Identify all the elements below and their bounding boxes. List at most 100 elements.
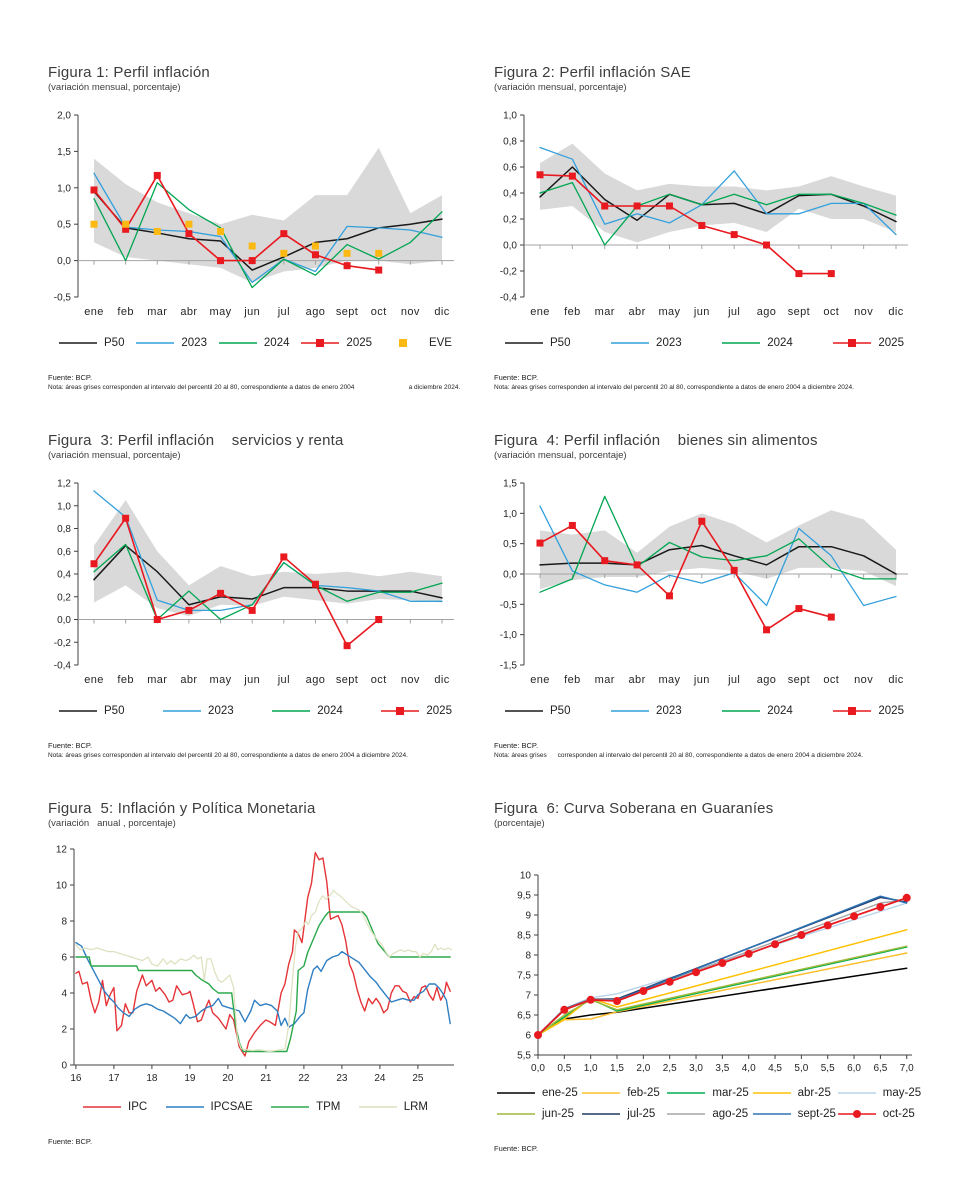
legend-swatch-IPCSAE [165,1106,204,1108]
figure-5-legend: IPC IPCSAE TPM LRM [48,1101,462,1113]
marker-oct-25 [613,997,622,1005]
marker-EVE [280,249,288,257]
legend-item-LRM: LRM [358,1101,428,1113]
marker-2025 [827,270,835,278]
legend-item-P50: P50 [504,337,570,349]
marker-oct-25 [586,995,595,1004]
y-tick-label: 1,5 [503,479,517,490]
marker-oct-25 [665,977,674,986]
legend-item-jul-25: jul-25 [581,1108,655,1120]
legend-label: 2025 [346,337,373,349]
x-tick-label: dic [434,674,449,686]
legend-item-P50: P50 [58,337,124,349]
marker-2025 [536,171,544,179]
x-tick-label: jul [727,306,740,318]
series-P50 [93,544,443,606]
x-tick-label: ago [306,306,326,318]
x-tick-label: abr [629,306,646,318]
x-tick-label: 19 [184,1073,196,1084]
legend-swatch-may-25 [837,1092,876,1094]
y-tick-label: 12 [56,845,68,856]
x-tick-label: jul [277,674,290,686]
x-tick-label: 16 [70,1073,82,1084]
y-tick-label: 0,0 [57,256,71,267]
legend-label: TPM [316,1101,341,1113]
x-tick-label: ene [530,674,550,686]
x-tick-label: 1,5 [610,1063,624,1074]
figure-1-subtitle: (variación mensual, porcentaje) [48,82,181,93]
legend-item-abr-25: abr-25 [752,1087,831,1099]
marker-2025 [248,606,256,614]
x-tick-label: 0,0 [531,1063,545,1074]
series-2025 [539,174,833,275]
marker-2025 [536,539,544,547]
y-tick-label: 10 [520,871,532,882]
x-tick-label: jun [243,306,260,318]
marker-oct-25 [797,931,806,939]
x-tick-label: may [210,674,232,686]
legend-item-2025: 2025 [300,337,372,349]
figure-3-note: Nota: áreas grises corresponden al inter… [48,752,408,759]
figure-2-subtitle: (variación mensual, porcentaje) [494,82,627,93]
marker-2025 [311,580,319,588]
figure-6-subtitle: (porcentaje) [494,818,545,829]
figure-4-legend: P50 2023 2024 2025 [494,705,914,717]
marker-2025 [185,230,193,238]
y-tick-label: 0,6 [503,163,517,174]
figure-5: Figura 5: Inflación y Política Monetaria… [48,800,462,1146]
legend-swatch-sept-25 [752,1113,791,1115]
y-tick-label: 7,5 [517,971,531,982]
x-tick-label: 21 [260,1073,272,1084]
legend-swatch-LRM [358,1106,397,1108]
legend-swatch-2024 [722,342,761,344]
marker-oct-25 [534,1031,542,1039]
marker-2025 [153,171,161,179]
marker-2025 [763,241,771,249]
figure-1-chart: 2,0 1,5 1,0 0,5 0,0 -0,5 ene feb mar abr may jun jul… [54,111,454,318]
legend-label: sept-25 [797,1108,836,1120]
legend-label: feb-25 [627,1087,660,1099]
legend-swatch-P50 [505,710,543,712]
legend-swatch-P50 [59,342,97,344]
series-IPC [75,851,451,1057]
x-tick-label: oct [823,674,839,686]
figure-4-chart: 1,5 1,0 0,5 0,0 -0,5 -1,0 -1,5 ene feb mar abr may j… [500,479,908,686]
legend-swatch-2024 [722,710,761,712]
figure-3-chart: 1,2 1,0 0,8 0,6 0,4 0,2 0,0 -0,2 -0,4 ene feb mar ab… [54,479,454,686]
x-tick-label: sept [336,674,358,686]
marker-2025 [633,202,641,210]
marker-2025 [827,613,835,621]
x-tick-label: 2,0 [636,1063,650,1074]
series-2025 [539,520,833,631]
x-tick-label: 2,5 [663,1063,677,1074]
marker-2025 [763,626,771,634]
y-tick-label: -0,4 [54,661,72,672]
x-tick-label: may [210,306,232,318]
legend-item-TPM: TPM [270,1101,340,1113]
figure-2: Figura 2: Perfil inflación SAE (variació… [494,64,914,391]
legend-label: EVE [428,337,452,349]
legend-item-2023: 2023 [135,337,207,349]
x-tick-label: nov [401,306,420,318]
legend-label: P50 [104,705,125,717]
x-tick-label: 4,0 [742,1063,756,1074]
y-tick-label: 0,2 [503,215,517,226]
x-tick-label: feb [117,306,133,318]
x-tick-label: 5,5 [821,1063,835,1074]
marker-2025 [795,605,803,613]
legend-item-ago-25: ago-25 [666,1108,748,1120]
legend-swatch-2025 [833,339,872,347]
figure-1-source: Fuente: BCP. [48,373,93,382]
y-tick-label: 0,4 [57,570,71,581]
y-tick-label: 1,0 [503,509,517,520]
marker-EVE [217,227,225,235]
legend-swatch-P50 [59,710,97,712]
x-tick-label: 3,5 [715,1063,729,1074]
series-2025 [93,174,380,271]
legend-label: mar-25 [712,1087,749,1099]
y-tick-label: 10 [56,881,68,892]
legend-label: ago-25 [712,1108,749,1120]
marker-2025 [665,202,673,210]
figure-6-title: Figura 6: Curva Soberana en Guaraníes [494,800,774,817]
legend-label: 2024 [317,705,343,717]
